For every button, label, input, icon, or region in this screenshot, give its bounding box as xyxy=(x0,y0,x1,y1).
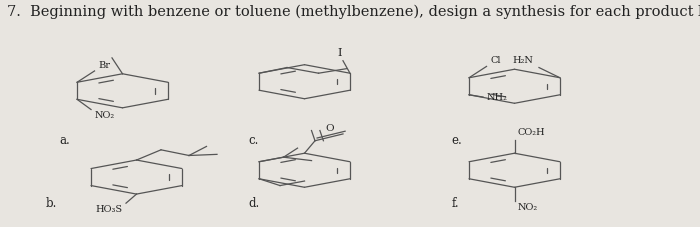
Text: O: O xyxy=(326,124,334,133)
Text: CO₂H: CO₂H xyxy=(518,128,545,137)
Text: a.: a. xyxy=(60,134,70,147)
Text: I: I xyxy=(337,48,342,58)
Text: H₂N: H₂N xyxy=(512,56,533,65)
Text: NO₂: NO₂ xyxy=(94,111,115,120)
Text: b.: b. xyxy=(46,197,57,210)
Text: NH₂: NH₂ xyxy=(486,93,507,101)
Text: 7.  Beginning with benzene or toluene (methylbenzene), design a synthesis for ea: 7. Beginning with benzene or toluene (me… xyxy=(7,5,700,19)
Text: Cl: Cl xyxy=(490,56,500,64)
Text: d.: d. xyxy=(248,197,260,210)
Text: c.: c. xyxy=(248,134,259,147)
Text: NO₂: NO₂ xyxy=(518,203,538,212)
Text: f.: f. xyxy=(452,197,459,210)
Text: HO₃S: HO₃S xyxy=(95,205,122,215)
Text: Br: Br xyxy=(98,61,110,70)
Text: e.: e. xyxy=(452,134,462,147)
